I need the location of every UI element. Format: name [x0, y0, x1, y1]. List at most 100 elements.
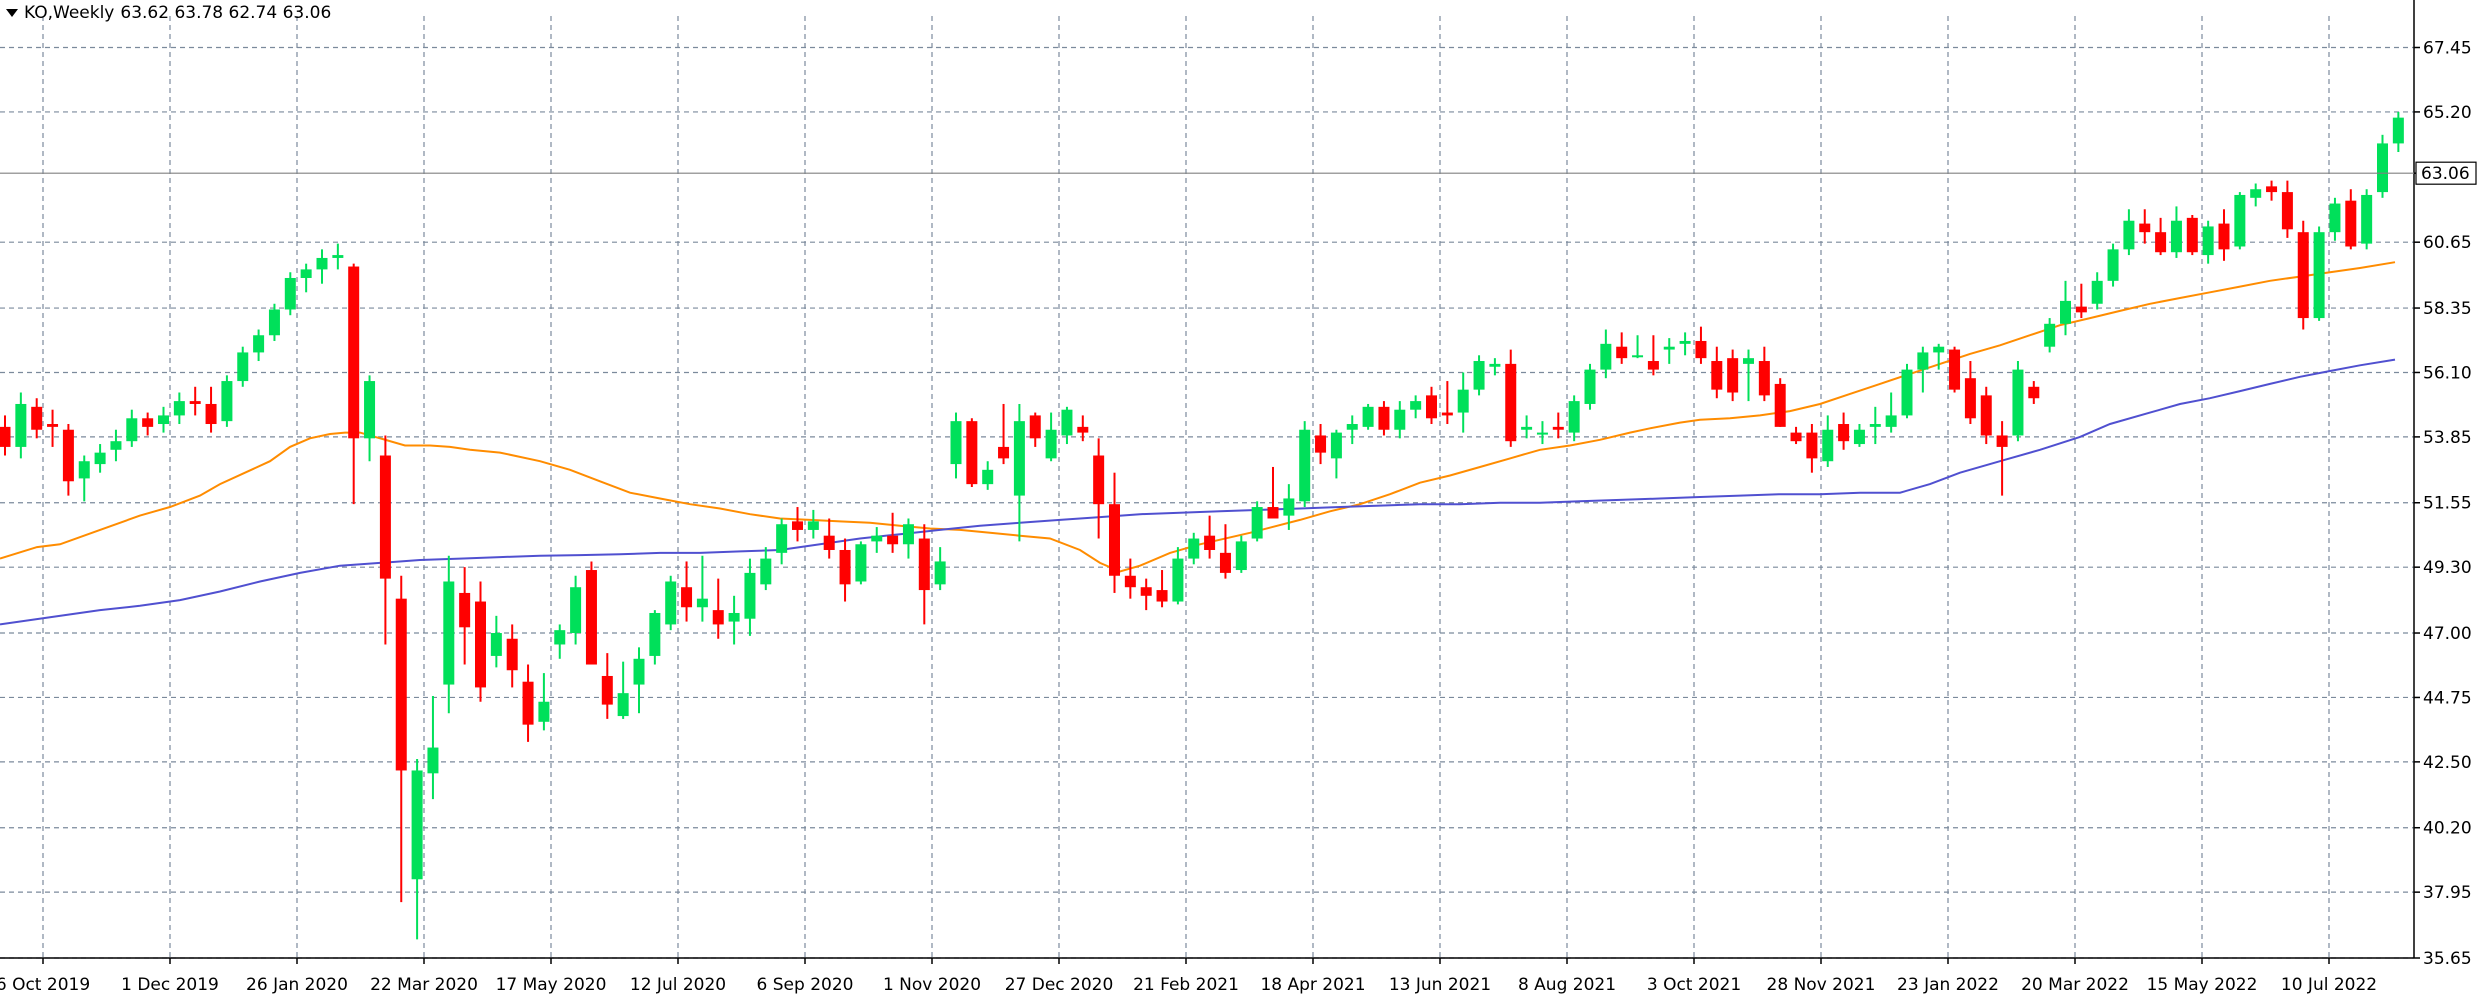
- candle: [284, 272, 296, 316]
- candle: [1901, 363, 1913, 419]
- x-tick-label: 6 Sep 2020: [757, 975, 854, 995]
- candle-body: [62, 429, 74, 482]
- y-tick-label: 58.35: [2423, 299, 2472, 319]
- current-price-label: 63.06: [2421, 164, 2470, 184]
- candle-body: [348, 266, 360, 439]
- candle: [1346, 415, 1358, 445]
- candle: [1727, 349, 1739, 402]
- candle: [918, 524, 930, 625]
- candle-body: [475, 601, 486, 688]
- x-tick-label: 27 Dec 2020: [1005, 975, 1114, 995]
- candle: [2028, 381, 2040, 404]
- candle: [427, 696, 439, 800]
- candle: [1647, 335, 1659, 376]
- candle: [2329, 197, 2341, 241]
- candle-body: [649, 612, 661, 656]
- candle-body: [253, 335, 265, 353]
- candle: [1806, 424, 1818, 473]
- candle: [2075, 283, 2087, 319]
- candle: [760, 547, 772, 591]
- candle-body: [189, 401, 201, 404]
- candle-body: [1029, 415, 1041, 439]
- candle: [316, 249, 328, 284]
- candle-body: [2202, 226, 2214, 256]
- x-tick-label: 10 Jul 2022: [2281, 975, 2377, 995]
- candle-body: [2377, 143, 2388, 193]
- candle-body: [1013, 421, 1025, 496]
- candle-body: [776, 524, 788, 553]
- candle: [15, 392, 27, 459]
- candle-body: [94, 452, 106, 465]
- candle-body: [221, 381, 233, 422]
- candle: [2155, 217, 2167, 256]
- candle-body: [760, 558, 772, 585]
- y-tick-label: 40.20: [2423, 819, 2472, 839]
- symbol-label: KO,Weekly: [24, 3, 115, 23]
- candle-body: [1869, 424, 1881, 427]
- candle-body: [1647, 361, 1659, 370]
- ohlc-values: 63.62 63.78 62.74 63.06: [120, 3, 332, 23]
- candle-body: [2012, 369, 2024, 436]
- candle: [490, 615, 502, 668]
- candle-body: [1964, 378, 1976, 419]
- candle-body: [158, 415, 169, 425]
- candle: [1964, 361, 1976, 425]
- candle: [1711, 346, 1723, 399]
- candle-body: [1362, 406, 1374, 427]
- candle-body: [379, 455, 391, 579]
- candle: [1838, 412, 1850, 450]
- candle: [253, 329, 265, 362]
- candle: [126, 409, 138, 447]
- candle-body: [1743, 358, 1754, 364]
- candle: [1093, 438, 1105, 539]
- candle-body: [2329, 203, 2341, 233]
- current-price-box: [2415, 161, 2477, 185]
- candle-body: [332, 255, 344, 258]
- candle: [1109, 472, 1120, 593]
- y-tick-label: 65.20: [2423, 103, 2472, 123]
- y-tick-label: 56.10: [2423, 363, 2472, 383]
- candle: [2313, 226, 2325, 321]
- candle: [2345, 189, 2357, 250]
- candle-body: [1711, 361, 1723, 390]
- candle-body: [1124, 575, 1136, 588]
- chart-header[interactable]: KO,Weekly 63.62 63.78 62.74 63.06: [6, 3, 331, 23]
- candle-body: [1679, 340, 1691, 344]
- candle: [2234, 192, 2246, 250]
- candle: [110, 429, 122, 462]
- candle: [2139, 209, 2151, 244]
- candle: [1489, 358, 1501, 376]
- candle: [158, 406, 169, 433]
- candle: [1774, 378, 1786, 427]
- candle-body: [1933, 346, 1945, 353]
- candle-body: [1616, 346, 1628, 359]
- candle-body: [1426, 395, 1437, 419]
- candle: [205, 386, 217, 433]
- x-tick-label: 21 Feb 2021: [1133, 975, 1239, 995]
- candle: [1996, 421, 2008, 496]
- candle: [1743, 349, 1754, 402]
- candle-body: [1838, 424, 1850, 442]
- y-tick-label: 47.00: [2423, 624, 2472, 644]
- candle-body: [2170, 220, 2182, 253]
- candle-body: [1204, 535, 1216, 550]
- candle-body: [1663, 346, 1675, 350]
- dropdown-triangle-icon[interactable]: [6, 9, 18, 17]
- candle-body: [1394, 409, 1406, 430]
- candle: [585, 561, 597, 665]
- x-tick-label: 17 May 2020: [496, 975, 607, 995]
- y-tick-label: 49.30: [2423, 558, 2472, 578]
- candle: [1299, 421, 1311, 508]
- candle: [2361, 189, 2373, 250]
- candle: [665, 575, 677, 631]
- ma-slow-line: [0, 358, 2396, 626]
- candle: [1521, 415, 1533, 439]
- candle-body: [585, 570, 597, 665]
- candle: [379, 435, 391, 645]
- candle-body: [1156, 590, 1168, 602]
- y-tick-label: 67.45: [2423, 38, 2472, 58]
- candle-body: [2313, 232, 2325, 319]
- candle: [1188, 532, 1200, 565]
- candle-body: [1378, 406, 1390, 430]
